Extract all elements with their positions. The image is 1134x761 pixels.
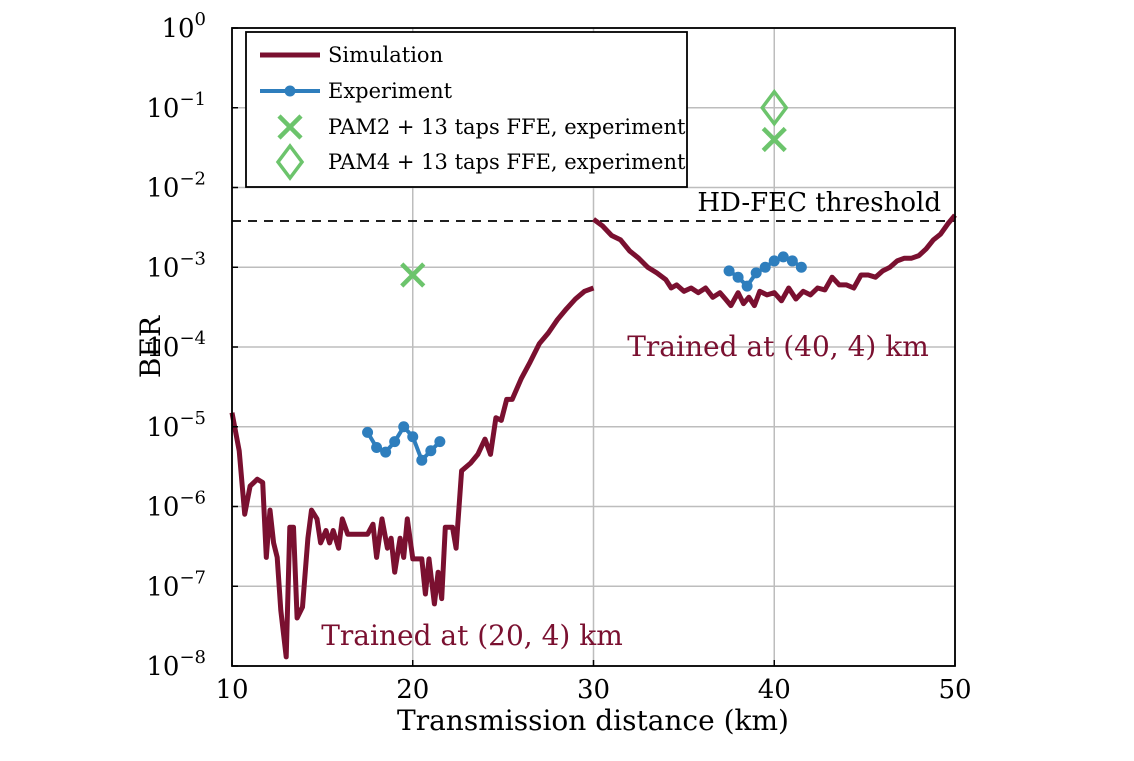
y-tick-label: 10−6 [146, 488, 206, 523]
x-tick-label: 50 [938, 675, 971, 705]
y-tick-exponent: 0 [195, 9, 206, 30]
legend-label: Experiment [328, 79, 453, 103]
experiment-point [371, 441, 383, 453]
x-tick-label: 30 [577, 675, 610, 705]
y-tick-exponent: −3 [179, 248, 206, 269]
y-tick-exponent: −4 [179, 328, 206, 349]
pam4-diamond-marker [760, 88, 789, 127]
experiment-point [425, 445, 437, 457]
pam2-cross-marker [761, 126, 787, 153]
y-tick-exponent: −7 [179, 567, 206, 588]
series-0 [229, 213, 957, 660]
legend-label: PAM4 + 13 taps FFE, experiment [328, 150, 686, 174]
y-tick-label: 10−1 [146, 89, 206, 124]
y-tick-base: 10 [146, 493, 179, 523]
annotation-trained-20: Trained at (20, 4) km [321, 619, 623, 652]
legend-item-0: Simulation [260, 43, 443, 67]
x-tick-label: 40 [758, 675, 791, 705]
series [229, 88, 957, 660]
y-tick-exponent: −2 [179, 169, 206, 190]
y-tick-label: 100 [161, 9, 206, 44]
experiment-point [380, 446, 392, 458]
simulation-line-1 [592, 213, 957, 309]
y-tick-base: 10 [161, 14, 194, 44]
experiment-point [389, 436, 401, 448]
legend-item-1: Experiment [260, 79, 453, 103]
experiment-point [750, 267, 762, 279]
x-axis-label: Transmission distance (km) [397, 704, 789, 737]
x-tick-label: 10 [215, 675, 248, 705]
y-tick-exponent: −8 [179, 647, 206, 668]
tick-labels: 10 20 30 40 5010010−110−210−310−410−510−610−… [146, 9, 971, 705]
experiment-point [786, 255, 798, 267]
y-tick-base: 10 [146, 572, 179, 602]
legend: Simulation Experiment PAM2 + 13 taps FFE, … [245, 31, 688, 188]
experiment-point [398, 421, 410, 433]
y-tick-label: 10−3 [146, 248, 206, 283]
y-tick-label: 10−2 [146, 169, 206, 204]
series-2 [400, 126, 787, 288]
legend-item-2: PAM2 + 13 taps FFE, experiment [277, 114, 686, 140]
experiment-point [732, 271, 744, 283]
legend-box [245, 31, 688, 188]
y-tick-exponent: −6 [179, 488, 206, 509]
axis-labels: Transmission distance (km) BER [134, 315, 789, 737]
y-tick-base: 10 [146, 253, 179, 283]
experiment-point [407, 431, 419, 443]
legend-swatch-marker [284, 85, 296, 97]
y-tick-label: 10−7 [146, 567, 206, 602]
simulation-line-0 [229, 285, 595, 660]
y-tick-base: 10 [146, 652, 179, 682]
experiment-point [777, 251, 789, 263]
y-axis-label: BER [134, 315, 167, 378]
pam2-cross-marker [400, 262, 426, 288]
annotations: Trained at (20, 4) km Trained at (40, 4) … [321, 330, 929, 652]
experiment-point [768, 255, 780, 267]
y-tick-base: 10 [146, 174, 179, 204]
y-tick-base: 10 [146, 413, 179, 443]
legend-swatch-diamond [275, 143, 305, 181]
x-tick-label: 20 [396, 675, 429, 705]
experiment-point [759, 261, 771, 273]
experiment-point [795, 261, 807, 273]
experiment-point [434, 436, 446, 448]
cross-stroke [761, 126, 787, 153]
experiment-point [362, 426, 374, 438]
experiment-point [741, 280, 753, 292]
experiment-point [416, 454, 428, 466]
y-tick-base: 10 [146, 333, 179, 363]
experiment-point [723, 265, 735, 277]
y-tick-label: 10−4 [146, 328, 206, 363]
legend-swatch-cross [277, 114, 303, 140]
series-1 [362, 251, 807, 466]
series-3 [760, 88, 789, 127]
threshold: HD-FEC threshold [232, 188, 955, 222]
legend-label: PAM2 + 13 taps FFE, experiment [328, 115, 686, 139]
legend-label: Simulation [328, 43, 443, 67]
y-tick-label: 10−5 [146, 408, 206, 443]
y-tick-exponent: −1 [179, 89, 206, 110]
legend-item-3: PAM4 + 13 taps FFE, experiment [275, 143, 686, 181]
y-tick-label: 10−8 [146, 647, 206, 682]
annotation-trained-40: Trained at (40, 4) km [627, 330, 929, 363]
threshold-label: HD-FEC threshold [697, 188, 941, 218]
y-tick-base: 10 [146, 94, 179, 124]
y-tick-exponent: −5 [179, 408, 206, 429]
cross-stroke [400, 262, 426, 288]
